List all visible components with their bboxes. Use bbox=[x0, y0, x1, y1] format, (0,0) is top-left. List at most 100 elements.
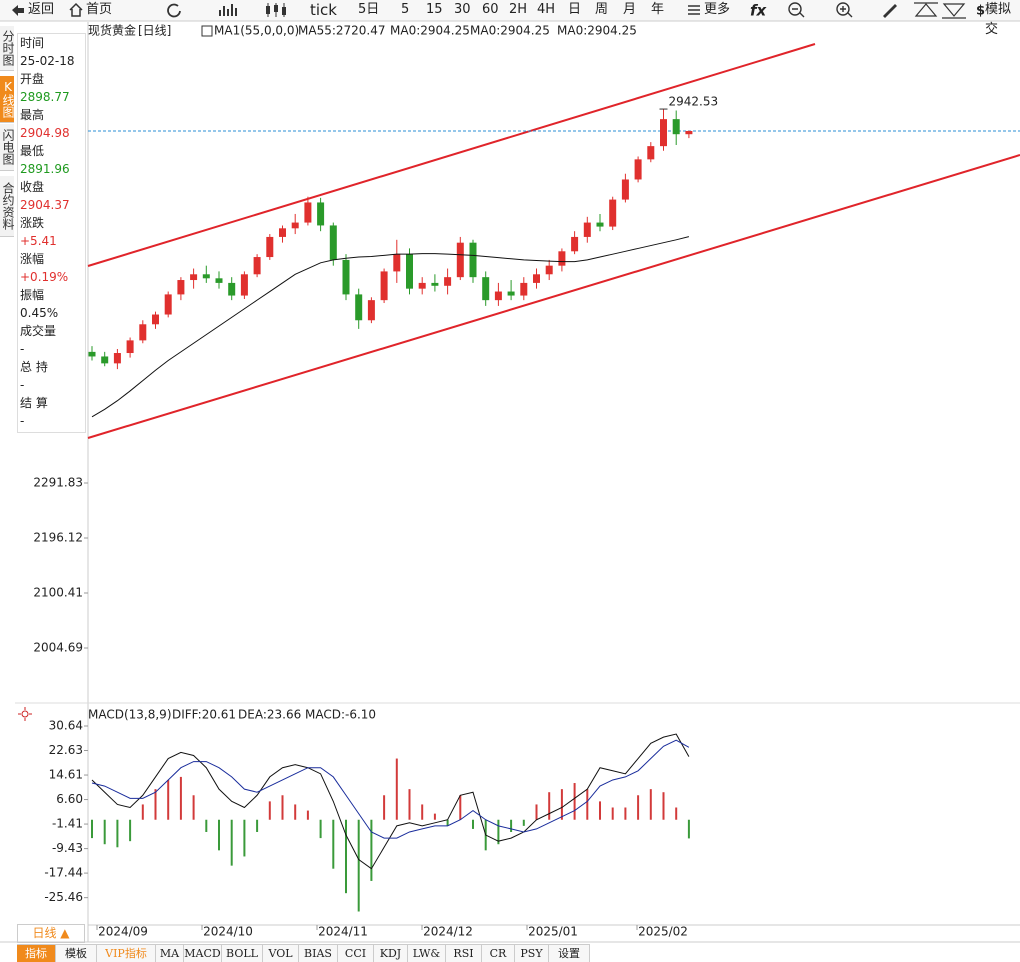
y-tick-label: 2100.41 bbox=[33, 585, 83, 599]
candle-body bbox=[685, 130, 693, 135]
candle-body bbox=[583, 222, 591, 237]
legend-entry: DEA:23.66 bbox=[238, 708, 301, 722]
x-tick-label: 2024/10 bbox=[203, 925, 253, 939]
period-button[interactable]: 5日 bbox=[358, 2, 380, 17]
candle-body bbox=[253, 257, 261, 275]
side-tab[interactable]: K线图 bbox=[0, 76, 15, 123]
period-button[interactable]: 5 bbox=[401, 2, 410, 17]
side-tab[interactable]: 分时图 bbox=[0, 26, 15, 71]
candle-body bbox=[139, 324, 147, 341]
indicator-tab[interactable]: BIAS bbox=[299, 944, 338, 962]
candle-body bbox=[367, 300, 375, 321]
period-button[interactable]: 日 bbox=[568, 2, 582, 17]
indicator-tab[interactable]: CCI bbox=[338, 944, 374, 962]
info-label: 最低 bbox=[20, 144, 45, 158]
candle-body bbox=[266, 236, 274, 258]
legend-entry: MA55:2720.47 bbox=[298, 24, 386, 38]
back-icon[interactable] bbox=[12, 5, 24, 16]
info-label: 成交量 bbox=[20, 324, 57, 338]
indicator-tab[interactable]: 模板 bbox=[56, 944, 97, 962]
indicator-tab[interactable]: RSI bbox=[446, 944, 482, 962]
toolbar-more[interactable]: 更多 bbox=[704, 2, 731, 17]
toolbar-home[interactable]: 首页 bbox=[86, 2, 113, 17]
zoom-out-icon[interactable] bbox=[788, 2, 802, 16]
candle-body bbox=[482, 277, 490, 301]
toolbar-bg bbox=[0, 0, 1020, 21]
triangle-down-icon[interactable] bbox=[942, 3, 966, 19]
indicator-tab[interactable]: MACD bbox=[184, 944, 222, 962]
home-icon[interactable] bbox=[69, 2, 83, 17]
candle-icon-bodies[interactable] bbox=[266, 5, 286, 15]
period-button[interactable]: 周 bbox=[595, 2, 609, 17]
settings-icon[interactable] bbox=[21, 710, 29, 718]
info-label: 结 算 bbox=[20, 396, 48, 410]
period-button[interactable]: tick bbox=[310, 1, 337, 19]
indicator-tab[interactable]: CR bbox=[482, 944, 515, 962]
candle-body bbox=[342, 259, 350, 295]
toolbar-back[interactable]: 返回 bbox=[28, 2, 55, 17]
info-value: 2904.98 bbox=[20, 126, 70, 140]
period-button[interactable]: 4H bbox=[537, 2, 556, 17]
candle-body bbox=[190, 274, 198, 281]
candle-body bbox=[647, 146, 655, 160]
candle-body bbox=[660, 119, 667, 147]
indicator-tab[interactable]: BOLL bbox=[222, 944, 263, 962]
candle-body bbox=[406, 254, 413, 289]
side-tab[interactable]: 合约资料 bbox=[0, 176, 15, 237]
candle-body bbox=[228, 282, 236, 296]
y-tick-label: 6.60 bbox=[56, 792, 83, 806]
indicator-tab[interactable]: PSY bbox=[515, 944, 549, 962]
candle-body bbox=[126, 340, 134, 354]
indicator-tab[interactable]: 设置 bbox=[549, 944, 590, 962]
fx-icon[interactable]: fx bbox=[750, 2, 768, 20]
dollar-icon: $ bbox=[976, 4, 985, 19]
x-tick-label: 2024/09 bbox=[98, 925, 148, 939]
candle-body bbox=[317, 202, 325, 226]
info-value: +0.19% bbox=[20, 270, 69, 284]
triangle-up-icon[interactable] bbox=[914, 2, 938, 17]
dea-line bbox=[91, 739, 690, 839]
period-button[interactable]: 15 bbox=[426, 2, 443, 17]
indicator-tab[interactable]: KDJ bbox=[374, 944, 408, 962]
y-tick-label: -9.43 bbox=[52, 841, 83, 855]
y-tick-label: 2004.69 bbox=[33, 640, 83, 654]
candle-body bbox=[507, 291, 515, 296]
period-badge[interactable]: 日线 ▲ bbox=[17, 924, 85, 943]
refresh-icon[interactable] bbox=[167, 3, 181, 18]
toolbar-sim[interactable]: 模拟交 bbox=[985, 2, 1012, 37]
candle-body bbox=[558, 251, 566, 266]
info-value: - bbox=[20, 342, 25, 356]
info-label: 收盘 bbox=[20, 180, 45, 194]
channel-upper bbox=[87, 43, 816, 267]
info-label: 最高 bbox=[20, 108, 45, 122]
y-tick-label: 30.64 bbox=[49, 718, 83, 732]
y-tick-label: 14.61 bbox=[49, 768, 83, 782]
legend-entry: MA0:2904.25 bbox=[390, 24, 470, 38]
side-tab[interactable]: 闪电图 bbox=[0, 124, 15, 171]
zoom-in-icon[interactable] bbox=[836, 2, 850, 16]
candle-body bbox=[164, 294, 172, 315]
indicator-tab[interactable]: LW& bbox=[408, 944, 446, 962]
period-button[interactable]: 月 bbox=[623, 2, 637, 17]
period-button[interactable]: 30 bbox=[454, 2, 471, 17]
legend-entry: DIFF:20.61 bbox=[172, 708, 236, 722]
indicator-tab[interactable]: MA bbox=[156, 944, 184, 962]
candle-body bbox=[177, 280, 185, 295]
candle-body bbox=[393, 254, 401, 272]
candle-body bbox=[444, 277, 452, 286]
chart-icon[interactable] bbox=[219, 4, 237, 16]
period-button[interactable]: 年 bbox=[651, 2, 665, 17]
x-tick-label: 2025/01 bbox=[528, 925, 578, 939]
pencil-icon[interactable] bbox=[883, 4, 897, 18]
candle-body bbox=[279, 228, 286, 237]
ma-legend: MA1(55,0,0,0) bbox=[214, 24, 299, 38]
indicator-tab[interactable]: VOL bbox=[263, 944, 299, 962]
indicator-tab[interactable]: VIP指标 bbox=[97, 944, 156, 962]
period-button[interactable]: 60 bbox=[482, 2, 499, 17]
indicator-tab[interactable]: 指标 bbox=[17, 944, 56, 962]
period-button[interactable]: 2H bbox=[509, 2, 528, 17]
candle-body bbox=[329, 225, 337, 260]
y-tick-label: 2291.83 bbox=[33, 475, 83, 489]
x-tick-label: 2024/12 bbox=[423, 925, 473, 939]
